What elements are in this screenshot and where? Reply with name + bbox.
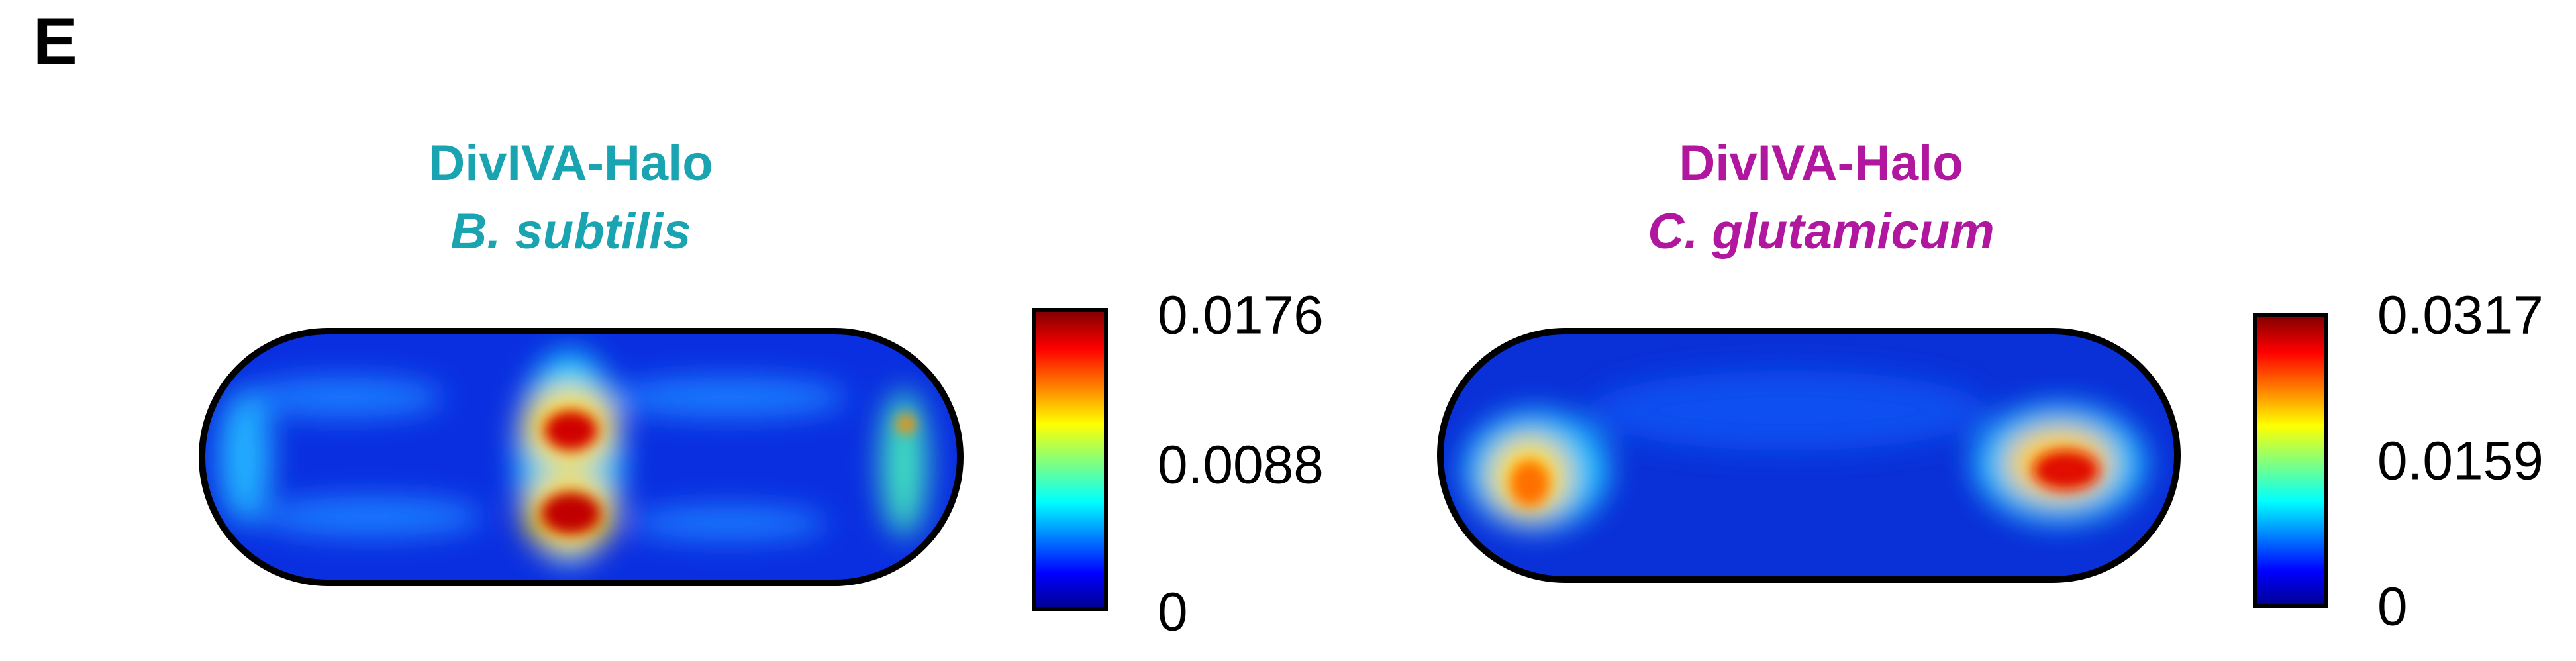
- colorbar-tick-label: 0: [1158, 582, 1188, 642]
- cell-outline: [199, 328, 964, 586]
- panel-title: DivIVA-Halo: [1679, 135, 1963, 191]
- colorbar-tick-label: 0.0176: [1158, 285, 1324, 346]
- colorbar-tick-label: 0: [2377, 577, 2408, 637]
- colorbar: [2253, 313, 2328, 608]
- colorbar-tick-label: 0.0159: [2377, 431, 2544, 491]
- organism: B. subtilis: [450, 203, 691, 260]
- panel-title: DivIVA-Halo: [428, 135, 713, 191]
- colorbar-tick-label: 0.0088: [1158, 435, 1324, 495]
- colorbar-tick-label: 0.0317: [2377, 285, 2544, 346]
- heatmap: [1440, 331, 2177, 580]
- panel-label: E: [33, 4, 77, 78]
- organism: C. glutamicum: [1648, 203, 1995, 260]
- colorbar: [1032, 308, 1108, 611]
- heatmap: [202, 331, 960, 583]
- cell-outline: [1437, 328, 2181, 583]
